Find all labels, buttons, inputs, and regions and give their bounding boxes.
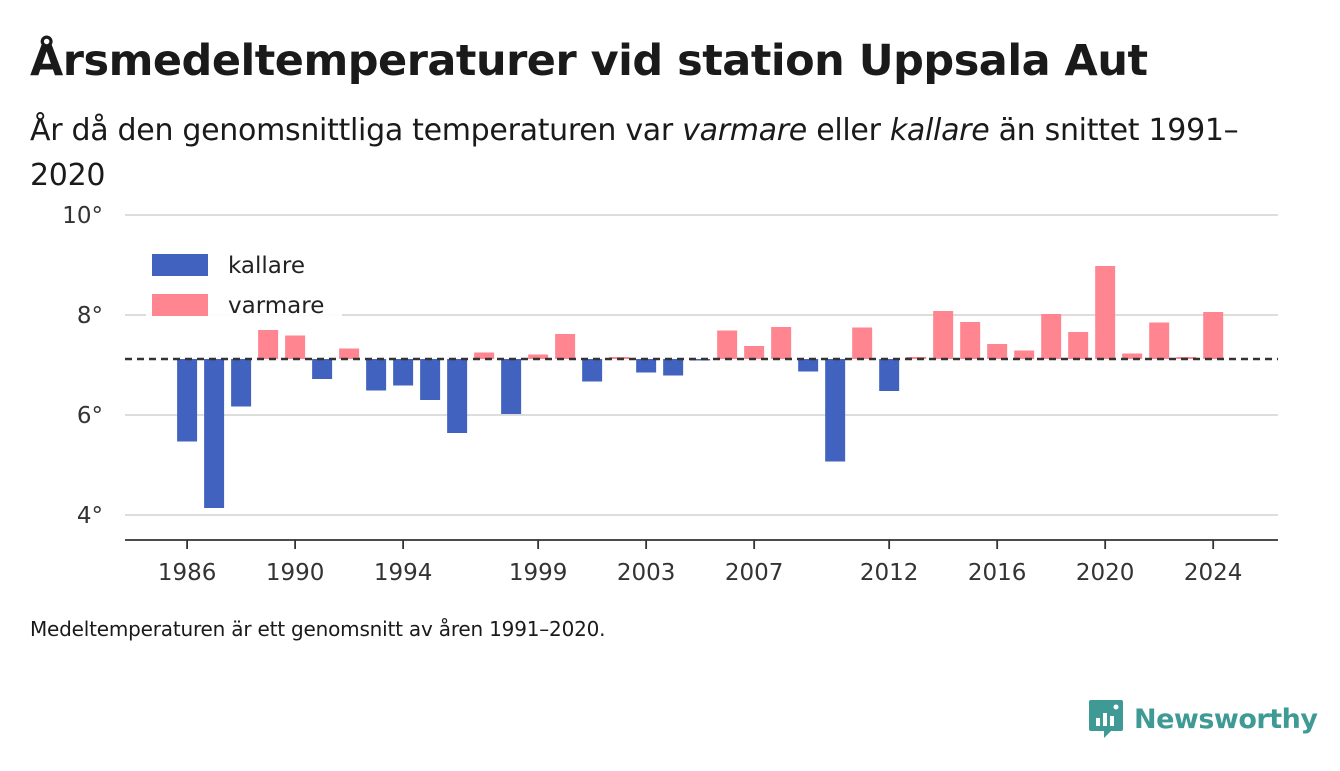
bar-1997: [474, 352, 495, 359]
bar-2020: [1095, 266, 1116, 359]
legend-label-varmare: varmare: [228, 293, 324, 319]
bar-1991: [312, 359, 333, 379]
bar-1996: [447, 359, 468, 433]
y-tick-label: 6°: [77, 403, 103, 429]
x-axis-ticks: 1986 1990 1994 1999 2003 2007 2012 2016 2020 2024: [158, 540, 1243, 586]
bar-2012: [879, 359, 900, 391]
bar-2000: [555, 334, 576, 359]
bar-2018: [1041, 314, 1062, 359]
bar-1992: [339, 348, 360, 359]
bar-2013: [906, 357, 927, 359]
bar-1990: [285, 335, 306, 359]
bar-2008: [771, 327, 792, 359]
x-tick-label: 1994: [374, 560, 433, 586]
bar-2004: [663, 359, 684, 376]
x-tick-label: 2003: [617, 560, 676, 586]
footnote: Medeltemperaturen är ett genomsnitt av å…: [30, 617, 606, 641]
bar-1999: [528, 354, 549, 359]
subtitle-cold: kallare: [889, 113, 990, 148]
bar-1993: [366, 359, 387, 391]
y-tick-label: 10°: [62, 203, 103, 229]
bar-2017: [1014, 350, 1035, 359]
legend: kallare varmare: [146, 244, 342, 330]
bar-2021: [1122, 353, 1143, 359]
bar-1998: [501, 359, 522, 414]
x-tick-label: 1999: [509, 560, 568, 586]
bar-2005: [690, 359, 711, 361]
chart-subtitle: År då den genomsnittliga temperaturen va…: [30, 108, 1270, 198]
x-tick-label: 2024: [1184, 560, 1243, 586]
bar-2014: [933, 311, 954, 359]
subtitle-part: än snittet 1991–2020: [30, 113, 1239, 193]
x-tick-label: 1990: [266, 560, 325, 586]
bar-1987: [204, 359, 225, 508]
bar-1989: [258, 330, 279, 359]
bar-2022: [1149, 322, 1170, 359]
chart-title: Årsmedeltemperaturer vid station Uppsala…: [30, 36, 1148, 86]
bar-1995: [420, 359, 441, 400]
brand-name: Newsworthy: [1134, 703, 1318, 735]
bar-2024: [1203, 312, 1224, 359]
bar-2011: [852, 327, 873, 359]
legend-swatch-kallare: [152, 254, 208, 276]
bar-chart: 4° 6° 8° 10° 1986 1990 1994 1999 2003 2007 2012 20…: [62, 203, 1278, 586]
bar-2009: [798, 359, 819, 372]
x-tick-label: 2016: [968, 560, 1027, 586]
bar-2015: [960, 322, 981, 359]
y-tick-label: 4°: [77, 503, 103, 529]
bar-1994: [393, 359, 414, 386]
newsworthy-logo-icon: [1089, 700, 1123, 738]
y-tick-label: 8°: [77, 303, 103, 329]
bar-1986: [177, 359, 198, 442]
x-tick-label: 1986: [158, 560, 217, 586]
bar-1988: [231, 359, 252, 407]
bars: [177, 266, 1224, 508]
x-tick-label: 2012: [860, 560, 919, 586]
x-tick-label: 2020: [1076, 560, 1135, 586]
subtitle-part: eller: [806, 113, 890, 148]
bar-2003: [636, 359, 657, 373]
bar-2019: [1068, 332, 1089, 359]
subtitle-warm: varmare: [682, 113, 807, 148]
legend-label-kallare: kallare: [228, 253, 305, 279]
legend-swatch-varmare: [152, 294, 208, 316]
bar-2001: [582, 359, 603, 382]
subtitle-part: År då den genomsnittliga temperaturen va…: [30, 113, 683, 148]
bar-2016: [987, 344, 1008, 359]
x-tick-label: 2007: [725, 560, 784, 586]
bar-2010: [825, 359, 846, 462]
bar-2006: [717, 330, 738, 359]
bar-2007: [744, 346, 765, 359]
brand-logo: Newsworthy: [1088, 698, 1318, 740]
y-axis-ticks: 4° 6° 8° 10°: [62, 203, 103, 529]
